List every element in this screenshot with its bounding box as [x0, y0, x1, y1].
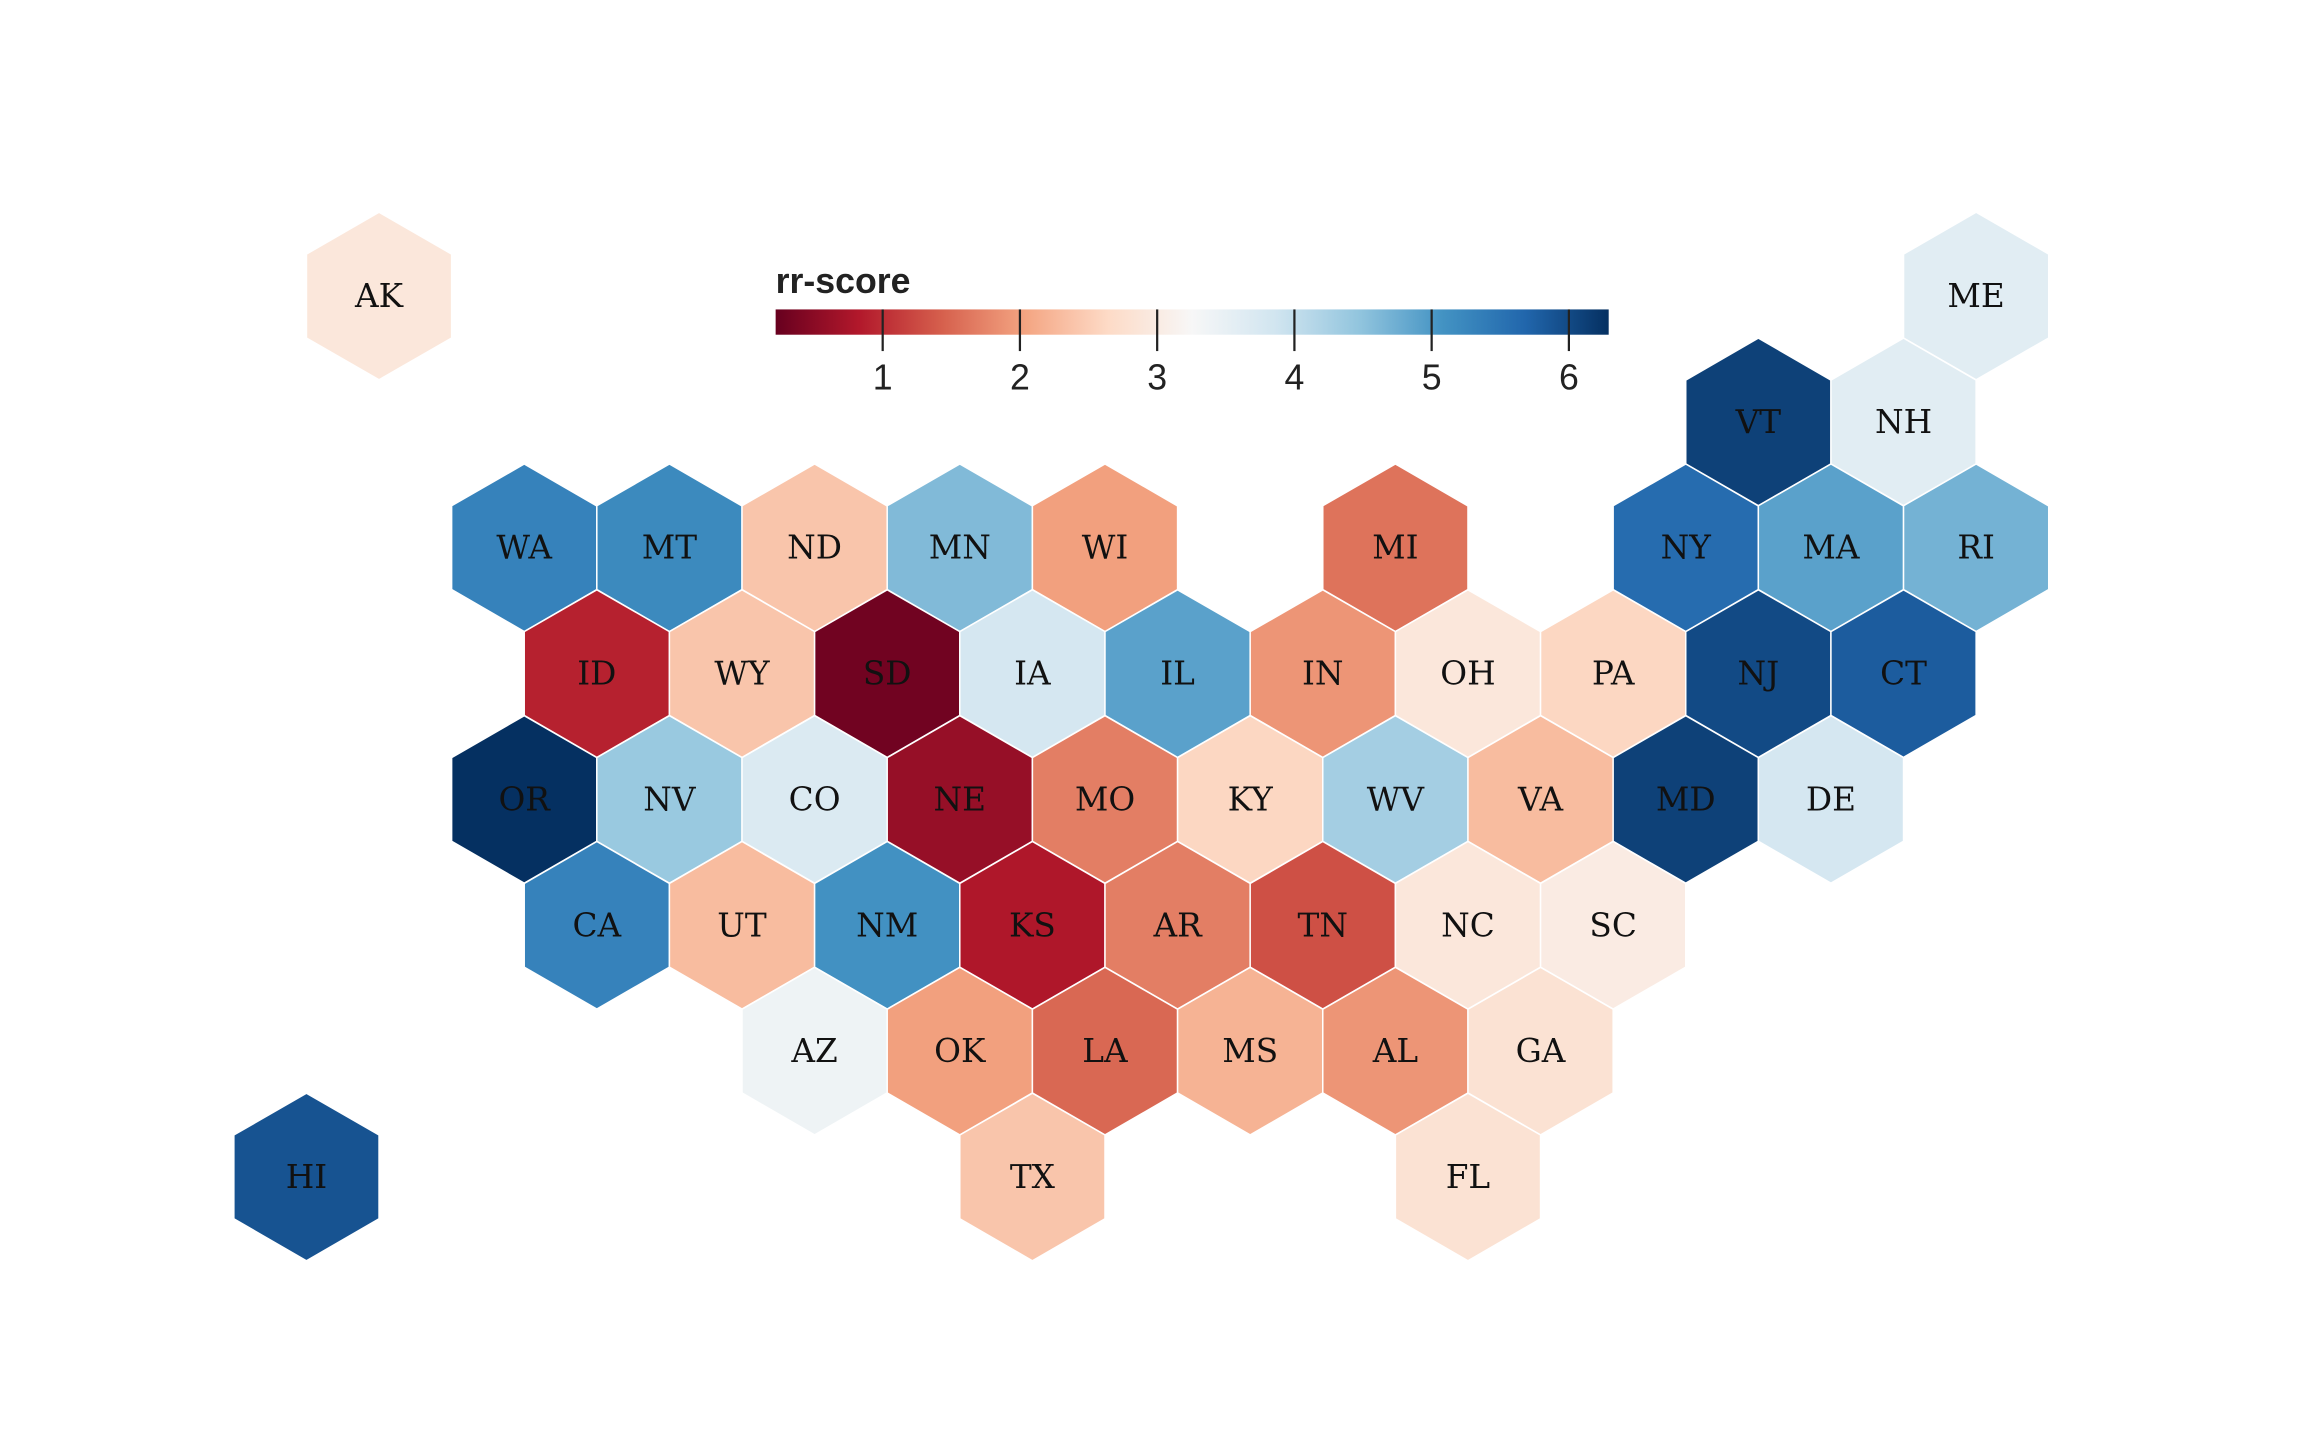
hex-tile: [305, 211, 453, 381]
hex-tile: [959, 1092, 1106, 1262]
state-label: NY: [1661, 529, 1712, 567]
state-label: DE: [1806, 780, 1856, 818]
state-label: CA: [572, 906, 621, 944]
state-hex-tx: TX: [959, 1092, 1106, 1262]
state-label: MS: [1222, 1032, 1278, 1070]
state-label: FL: [1446, 1158, 1490, 1196]
state-label: OR: [498, 780, 551, 818]
state-hex-ky: KY: [1176, 714, 1324, 885]
state-label: NE: [934, 780, 987, 818]
state-hex-de: DE: [1757, 714, 1905, 885]
state-label: IA: [1014, 655, 1051, 693]
hex-tile: [1757, 714, 1905, 885]
state-label: MN: [929, 529, 991, 567]
legend-tick-label: 4: [1284, 358, 1304, 398]
state-hexes: AK ME VT NH WA MT ND MN WI MI NY MA RI ID WY SD IA IL IN OH…: [233, 211, 2050, 1262]
state-hex-nc: NC: [1394, 840, 1542, 1010]
state-label: VA: [1517, 780, 1563, 818]
state-label: NM: [856, 906, 918, 944]
hex-tile: [1394, 1092, 1542, 1262]
legend-tick-label: 3: [1147, 358, 1167, 398]
state-hex-ok: OK: [886, 966, 1034, 1136]
legend-tick-label: 6: [1559, 358, 1579, 398]
state-label: WI: [1082, 529, 1129, 567]
state-label: ID: [577, 655, 616, 693]
state-hex-fl: FL: [1394, 1092, 1542, 1262]
legend-tick-label: 1: [873, 358, 893, 398]
state-label: NJ: [1737, 655, 1779, 693]
legend-color-bar: [775, 309, 1609, 335]
state-label: WY: [714, 655, 770, 693]
state-label: TX: [1010, 1158, 1056, 1196]
state-hex-mo: MO: [1031, 714, 1179, 885]
state-label: SD: [863, 655, 912, 693]
state-hex-me: ME: [1902, 211, 2050, 381]
state-hex-ne: NE: [886, 714, 1034, 885]
state-label: MI: [1372, 529, 1418, 567]
state-hex-ct: CT: [1830, 588, 1977, 759]
state-hex-hi: HI: [233, 1092, 380, 1262]
state-label: IL: [1160, 655, 1195, 693]
state-label: VT: [1735, 403, 1782, 441]
state-hex-in: IN: [1249, 588, 1397, 759]
state-label: HI: [286, 1158, 327, 1196]
state-hex-wi: WI: [1031, 463, 1179, 633]
state-label: OK: [934, 1032, 986, 1070]
state-label: OH: [1440, 655, 1495, 693]
state-label: MT: [642, 529, 698, 567]
state-hex-nv: NV: [596, 714, 743, 885]
state-hex-mi: MI: [1322, 463, 1469, 633]
state-hex-az: AZ: [741, 966, 888, 1136]
state-label: NC: [1441, 906, 1495, 944]
state-label: KS: [1009, 906, 1056, 944]
state-label: KY: [1228, 780, 1274, 818]
state-label: MA: [1802, 529, 1860, 567]
state-label: IN: [1302, 655, 1344, 693]
state-hex-ks: KS: [959, 840, 1106, 1010]
state-hex-ri: RI: [1902, 463, 2050, 633]
state-hex-ms: MS: [1176, 966, 1324, 1136]
state-label: WA: [496, 529, 552, 567]
state-label: ME: [1947, 277, 2004, 315]
state-label: LA: [1082, 1032, 1128, 1070]
state-hex-ar: AR: [1104, 840, 1251, 1010]
state-hex-nj: NJ: [1685, 588, 1832, 759]
state-hex-md: MD: [1612, 714, 1760, 885]
state-label: NH: [1875, 403, 1932, 441]
legend-title: rr-score: [776, 261, 911, 301]
state-hex-oh: OH: [1394, 588, 1542, 759]
state-label: MO: [1075, 780, 1135, 818]
state-label: WV: [1367, 780, 1426, 818]
state-label: CT: [1880, 655, 1927, 693]
state-label: TN: [1298, 906, 1348, 944]
state-hex-la: LA: [1031, 966, 1179, 1136]
state-label: AZ: [790, 1032, 837, 1070]
state-label: CO: [789, 780, 841, 818]
state-label: AR: [1152, 906, 1203, 944]
state-hex-mt: MT: [596, 463, 743, 633]
legend-tick-label: 5: [1422, 358, 1442, 398]
legend-tick-label: 2: [1010, 358, 1030, 398]
state-label: AK: [354, 277, 404, 315]
state-label: MD: [1656, 780, 1716, 818]
state-hex-wy: WY: [668, 588, 816, 759]
state-hex-ny: NY: [1612, 463, 1760, 633]
state-label: AL: [1372, 1032, 1418, 1070]
state-label: NV: [643, 780, 697, 818]
state-label: GA: [1516, 1032, 1566, 1070]
color-legend: rr-score 1 2 3 4 5 6: [775, 261, 1609, 398]
state-hex-vt: VT: [1685, 337, 1832, 507]
state-label: UT: [717, 906, 767, 944]
state-label: PA: [1592, 655, 1635, 693]
state-label: RI: [1957, 529, 1995, 567]
state-label: SC: [1589, 906, 1636, 944]
state-hex-ak: AK: [305, 211, 453, 381]
hex-tile: [233, 1092, 380, 1262]
state-label: ND: [787, 529, 842, 567]
